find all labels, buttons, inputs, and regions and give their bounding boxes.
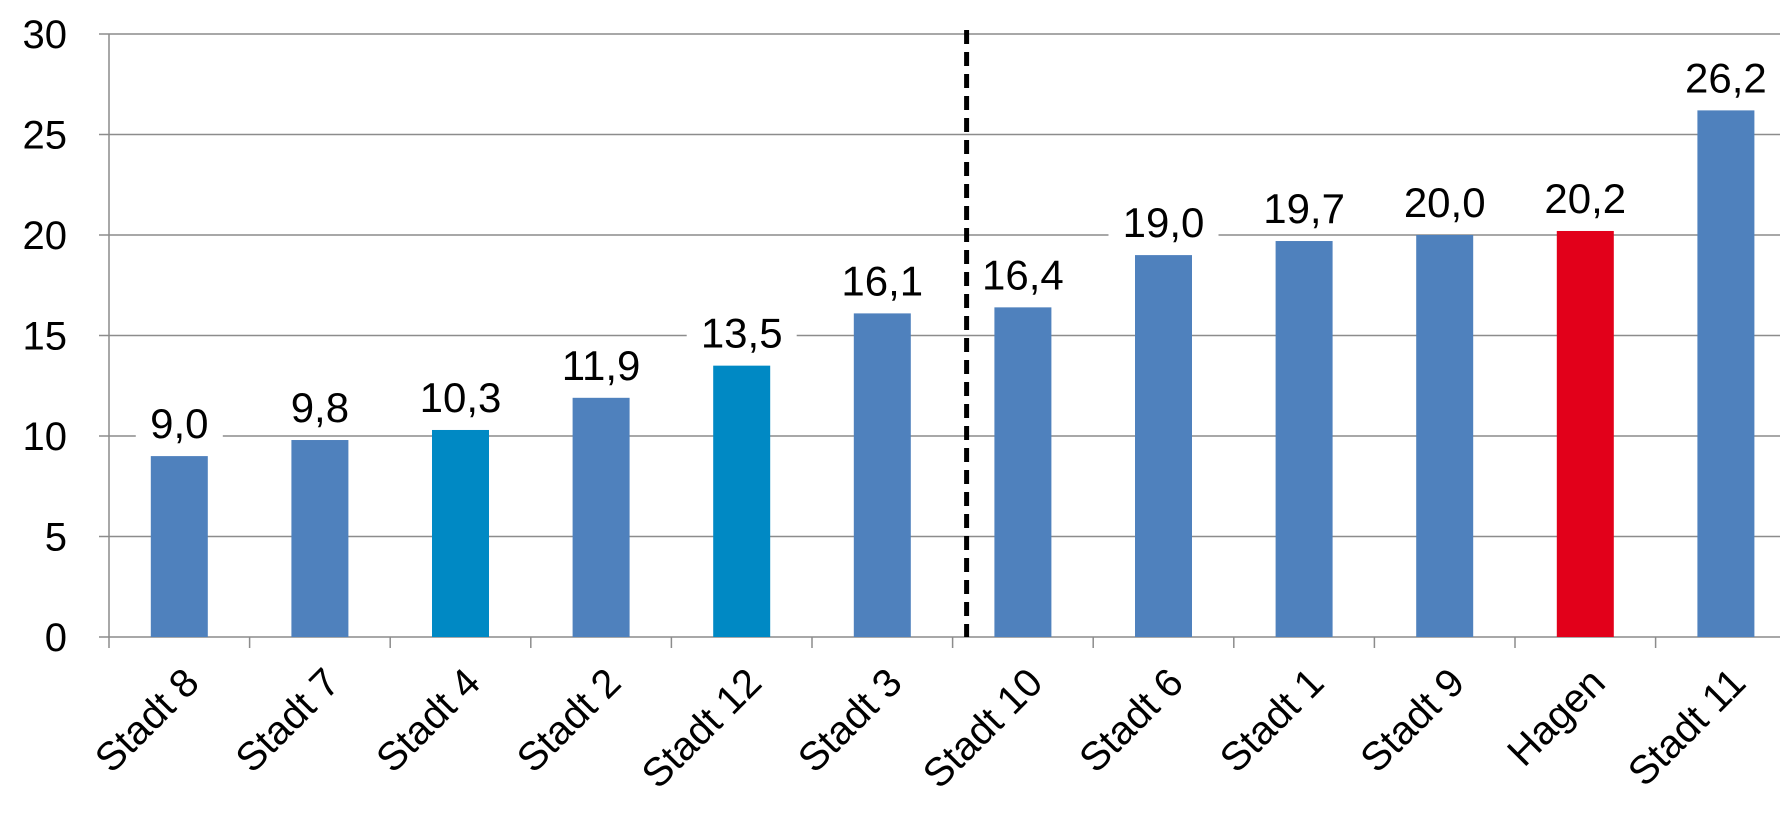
category-label: Stadt 6: [1071, 660, 1192, 781]
value-label: 9,0: [150, 400, 208, 447]
bar: [1275, 241, 1333, 637]
value-label-bg: [405, 373, 516, 420]
y-tick-label: 30: [23, 13, 68, 57]
category-labels: Stadt 8 Stadt 7 Stadt 4 Stadt 2 Stadt 12 Stad…: [87, 660, 1754, 796]
bar: [1416, 235, 1474, 637]
value-label: 20,0: [1404, 179, 1486, 226]
value-label: 19,7: [1263, 185, 1345, 232]
value-label: 11,9: [562, 342, 641, 389]
category-label: Stadt 10: [915, 660, 1051, 796]
value-label-bg: [1530, 174, 1641, 221]
y-tick-label: 15: [23, 315, 68, 359]
y-tick-label: 10: [23, 415, 68, 459]
bar: [572, 397, 630, 637]
category-label: Hagen: [1499, 660, 1613, 774]
category-label: Stadt 2: [509, 660, 630, 781]
bar: [432, 429, 489, 637]
value-label-bg: [276, 384, 364, 431]
value-labels: 9,0 9,8 10,3 11,9 13,5 16,1 16,4 19,0 19,7 20,0 20…: [135, 54, 1780, 447]
y-tick-label: 0: [45, 616, 67, 660]
y-tick-label: 20: [23, 214, 68, 258]
x-axis: [108, 636, 1780, 648]
category-label: Stadt 1: [1212, 660, 1333, 781]
value-label-bg: [546, 341, 657, 388]
y-tick-label: 25: [23, 114, 68, 158]
bar: [291, 440, 349, 637]
value-label-bg: [1108, 199, 1219, 246]
bar: [1697, 110, 1755, 637]
y-axis: 0 5 10 15 20 25 30: [23, 13, 110, 660]
value-label: 9,8: [291, 384, 349, 431]
value-label-bg: [827, 257, 938, 304]
grid-lines: [109, 33, 1780, 538]
bar: [1556, 230, 1614, 638]
value-label: 10,3: [420, 374, 502, 421]
value-label: 16,4: [982, 251, 1064, 298]
bars: [150, 110, 1755, 638]
y-tick-label: 5: [45, 516, 67, 560]
category-label: Stadt 4: [368, 660, 489, 781]
category-label: Stadt 7: [228, 660, 349, 781]
value-label: 19,0: [1123, 199, 1205, 246]
category-label: Stadt 9: [1352, 660, 1473, 781]
value-label: 16,1: [841, 257, 923, 304]
bar: [994, 307, 1052, 637]
bar: [150, 456, 208, 637]
bar: [1135, 255, 1192, 637]
category-label: Stadt 8: [87, 660, 208, 781]
value-label: 20,2: [1544, 175, 1626, 222]
value-label: 26,2: [1685, 54, 1767, 101]
bar: [713, 365, 771, 637]
value-label-bg: [967, 251, 1078, 298]
value-label-bg: [1670, 54, 1780, 101]
category-label: Stadt 3: [790, 660, 911, 781]
value-label-bg: [1389, 179, 1500, 225]
value-label: 13,5: [701, 310, 783, 357]
value-label-bg: [686, 309, 797, 356]
value-label-bg: [135, 400, 223, 447]
value-label-bg: [1249, 185, 1360, 232]
category-label: Stadt 12: [634, 660, 770, 796]
category-label: Stadt 11: [1620, 660, 1754, 794]
bar: [853, 313, 911, 637]
